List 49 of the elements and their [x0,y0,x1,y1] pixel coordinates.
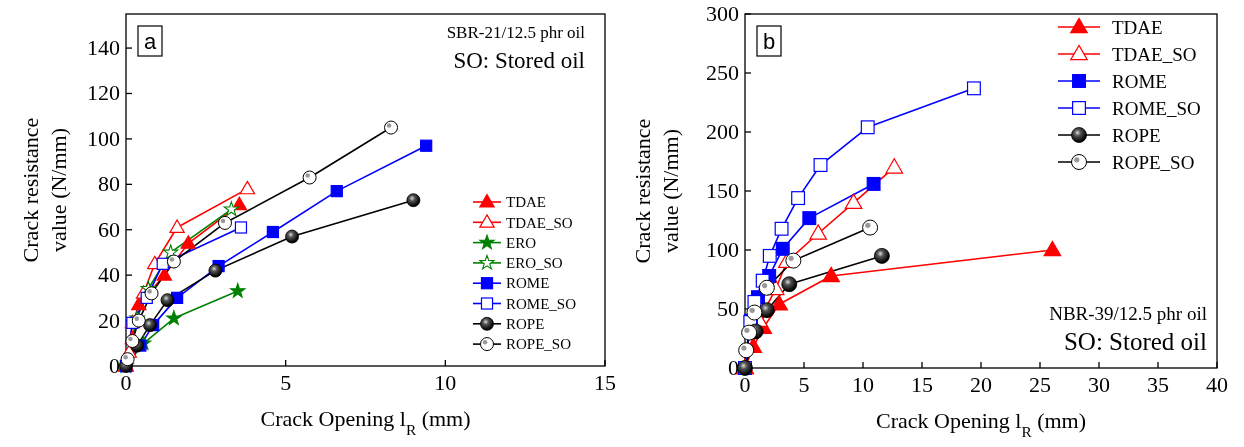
annotation: SBR-21/12.5 phr oil [446,23,586,42]
y-axis-title: Crack resistance value (N/mm) [630,118,683,264]
annotation: NBR-39/12.5 phr oil [1049,303,1207,324]
x-tick-label: 30 [1088,372,1110,397]
y-tick-label: 250 [706,60,739,85]
x-axis-title: Crack Opening l$_{R}$ (mm) [260,406,471,438]
x-tick-label: 15 [594,370,616,395]
legend-label: ROME [506,275,550,292]
y-tick-label: 120 [87,80,120,106]
y-tick-label: 200 [706,119,739,144]
legend-label: TDAE [506,194,546,211]
legend-label: ROPE_SO [1112,151,1195,173]
x-axis-title: Crack Opening l$_{R}$ (mm) [875,408,1087,440]
x-tick-label: 40 [1206,372,1228,397]
y-tick-label: 80 [98,171,120,197]
legend-label: ROPE [506,316,545,333]
annotation: SO: Stored oil [453,48,585,73]
legend-label: ROPE_SO [506,336,572,353]
x-tick-label: 5 [280,370,292,395]
y-tick-label: 0 [109,353,120,378]
y-tick-label: 100 [87,125,120,151]
y-tick-label: 100 [706,237,739,262]
legend-label: ROME [1112,70,1167,92]
y-tick-label: 50 [717,296,739,321]
legend-label: TDAE_SO [506,214,573,231]
x-tick-label: 5 [798,372,810,397]
y-tick-label: 140 [87,35,120,61]
annotation: SO: Stored oil [1063,328,1208,355]
y-tick-label: 40 [98,262,120,288]
x-tick-label: 15 [911,372,933,397]
y-tick-label: 20 [98,307,120,333]
y-tick-label: 300 [706,1,739,26]
y-axis-title: Crack resistance value (N/mm) [18,117,71,263]
legend-label: ERO_SO [506,255,563,272]
x-tick-label: 25 [1029,372,1051,397]
y-tick-label: 60 [98,216,120,242]
x-tick-label: 10 [852,372,874,397]
legend-label: ROME_SO [506,295,577,312]
y-tick-label: 150 [706,178,739,203]
x-tick-label: 10 [434,370,457,395]
legend-label: ROPE [1112,124,1161,146]
legend-label: ERO [506,234,537,251]
annotation: b [762,29,776,54]
annotation: a [143,29,157,54]
x-tick-label: 20 [970,372,992,397]
legend-label: TDAE_SO [1112,43,1197,65]
legend-label: ROME_SO [1112,97,1201,119]
legend-label: TDAE [1112,16,1163,38]
x-tick-label: 35 [1147,372,1169,397]
